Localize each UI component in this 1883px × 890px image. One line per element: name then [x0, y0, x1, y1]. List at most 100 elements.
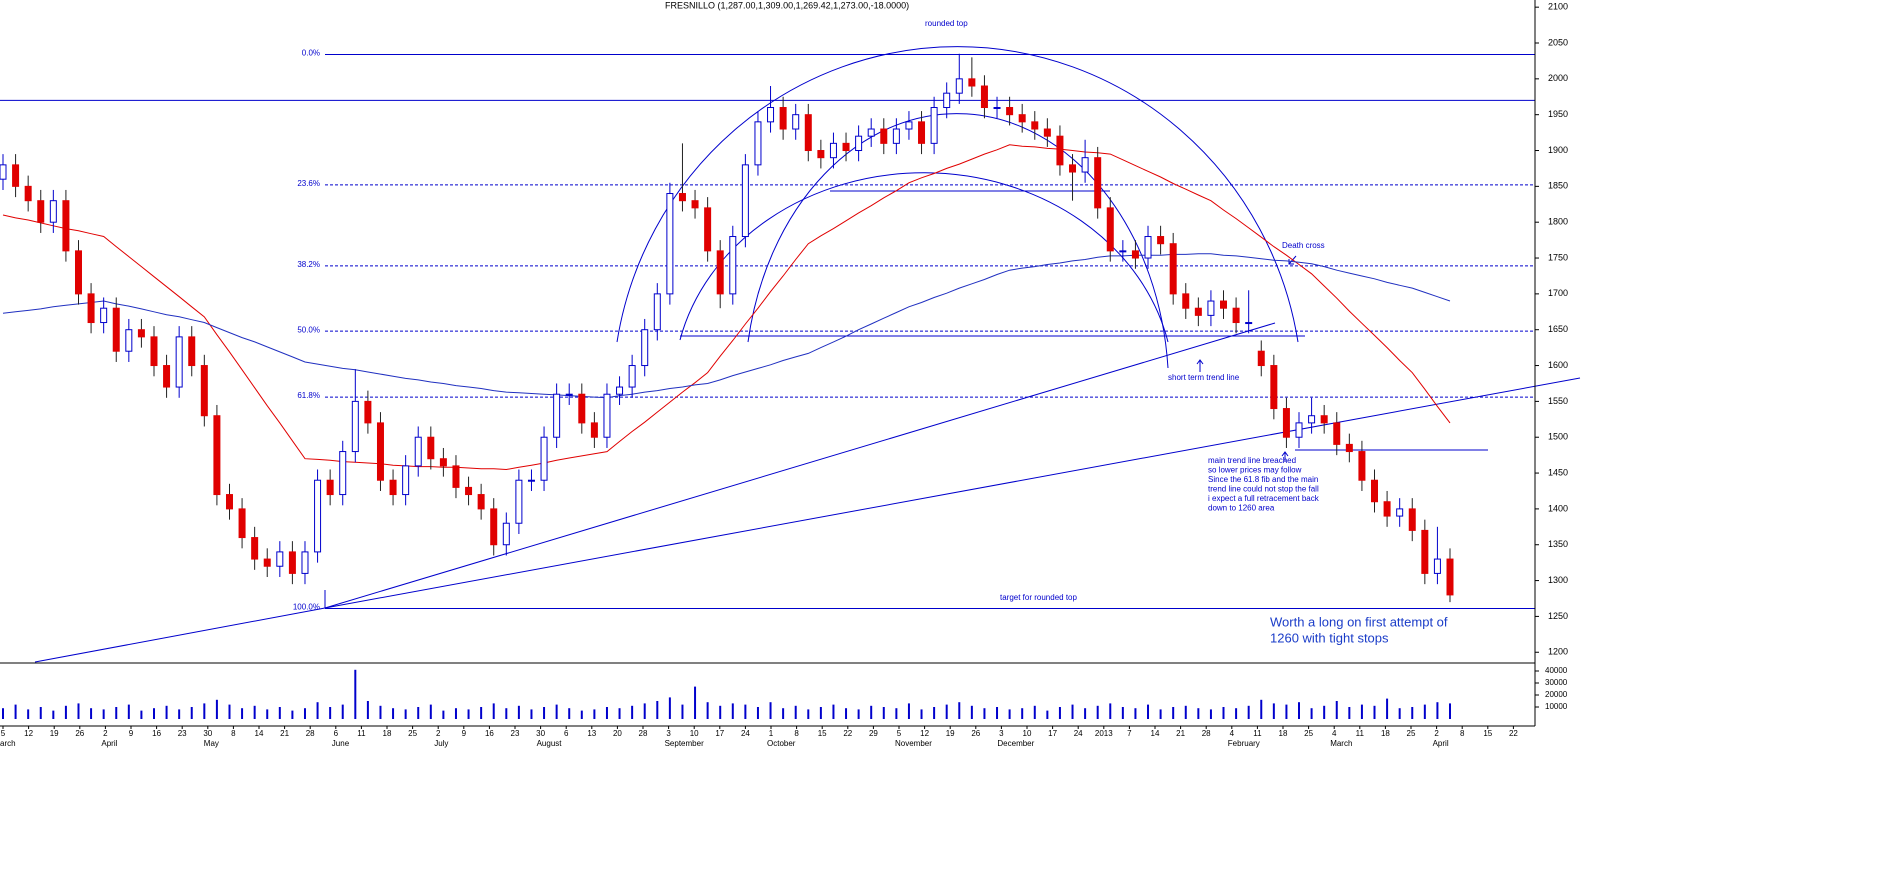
candle-body [1157, 236, 1165, 245]
candle-body [376, 422, 384, 481]
y-tick-label: 1400 [1548, 503, 1568, 513]
x-tick-label: 23 [178, 729, 187, 738]
candle-body [314, 479, 322, 553]
y-tick-label: 1450 [1548, 467, 1568, 477]
x-tick-label: 19 [50, 729, 59, 738]
x-tick-label: 10 [690, 729, 699, 738]
note-line: so lower prices may follow [1208, 466, 1302, 475]
fib-label: 23.6% [297, 179, 320, 188]
fib-label: 0.0% [302, 49, 320, 58]
candle-body [1257, 350, 1265, 367]
month-label: October [767, 739, 796, 748]
candle-body [1018, 114, 1026, 123]
y-tick-label: 2050 [1548, 37, 1568, 47]
candle-body [364, 400, 372, 424]
candle-body [1144, 236, 1152, 259]
x-tick-label: 14 [255, 729, 264, 738]
candle-body [213, 415, 221, 496]
annotation: short term trend line [1168, 373, 1240, 382]
candle-body [288, 551, 296, 574]
x-tick-label: 2 [1434, 729, 1439, 738]
candle-body [1295, 422, 1303, 438]
candle-body [527, 479, 535, 482]
candle-body [880, 128, 888, 144]
month-label: July [434, 739, 448, 748]
candle-body [704, 207, 712, 252]
fib-label: 61.8% [297, 391, 320, 400]
x-tick-label: 24 [741, 729, 750, 738]
x-tick-label: 28 [306, 729, 315, 738]
volume-tick-label: 20000 [1545, 690, 1568, 699]
candle-body [590, 422, 598, 438]
x-tick-label: 22 [843, 729, 852, 738]
candle-body [855, 135, 863, 152]
candle-body [1421, 529, 1429, 574]
candle-body [1433, 558, 1441, 574]
x-tick-label: 21 [280, 729, 289, 738]
candle-body [1345, 443, 1353, 453]
candle-body [515, 479, 523, 524]
moving-average [2, 144, 1451, 471]
y-tick-label: 1750 [1548, 252, 1568, 262]
candle-body [1396, 508, 1404, 517]
x-tick-label: 16 [485, 729, 494, 738]
x-tick-label: 15 [1483, 729, 1492, 738]
candle-body [439, 458, 447, 467]
candle-body [968, 78, 976, 87]
fib-label: 38.2% [297, 260, 320, 269]
candle-body [414, 436, 422, 467]
candle-body [918, 121, 926, 144]
x-tick-label: 28 [639, 729, 648, 738]
candle-body [779, 107, 787, 130]
x-tick-label: 21 [1176, 729, 1185, 738]
candle-body [1383, 501, 1391, 517]
frame [0, 0, 1536, 727]
candle-body [741, 164, 749, 238]
short-trend-line [324, 322, 1276, 609]
candle-body [603, 393, 611, 438]
candle-body [62, 200, 70, 252]
candle-body [402, 465, 410, 496]
note-line: main trend line breached [1208, 456, 1296, 465]
month-label: April [101, 739, 117, 748]
candle-body [87, 293, 95, 324]
candle-body [1006, 107, 1014, 116]
x-tick-label: 9 [462, 729, 467, 738]
volume-tick-label: 40000 [1545, 666, 1568, 675]
x-tick-label: 13 [587, 729, 596, 738]
note-line: i expect a full retracement back [1208, 494, 1320, 503]
x-tick-label: 18 [1381, 729, 1390, 738]
x-tick-label: 23 [511, 729, 520, 738]
y-tick-label: 1550 [1548, 396, 1568, 406]
candle-body [1371, 479, 1379, 503]
month-label: December [997, 739, 1034, 748]
x-tick-label: 17 [1048, 729, 1057, 738]
candle-body [691, 200, 699, 209]
x-tick-label: 8 [1460, 729, 1465, 738]
candle-body [943, 92, 951, 109]
candle-body [12, 164, 20, 187]
y-tick-label: 1300 [1548, 575, 1568, 585]
y-tick-label: 1650 [1548, 324, 1568, 334]
x-tick-label: 3 [999, 729, 1004, 738]
candle-body [477, 494, 485, 510]
x-tick-label: 4 [1332, 729, 1337, 738]
candle-body [74, 250, 82, 295]
y-tick-label: 1900 [1548, 145, 1568, 155]
annotation: target for rounded top [1000, 593, 1077, 602]
fib-label: 100.0% [293, 603, 320, 612]
candle-body [1358, 451, 1366, 481]
candle-body [1320, 415, 1328, 424]
candle-body [1207, 300, 1215, 316]
candle-body [1270, 365, 1278, 410]
x-tick-label: 12 [920, 729, 929, 738]
x-tick-label: 14 [1151, 729, 1160, 738]
y-tick-label: 2000 [1548, 73, 1568, 83]
x-tick-label: 8 [794, 729, 799, 738]
callout-line: 1260 with tight stops [1270, 630, 1389, 645]
candle-body [1282, 408, 1290, 438]
x-tick-label: 28 [1202, 729, 1211, 738]
x-tick-label: 5 [1, 729, 6, 738]
